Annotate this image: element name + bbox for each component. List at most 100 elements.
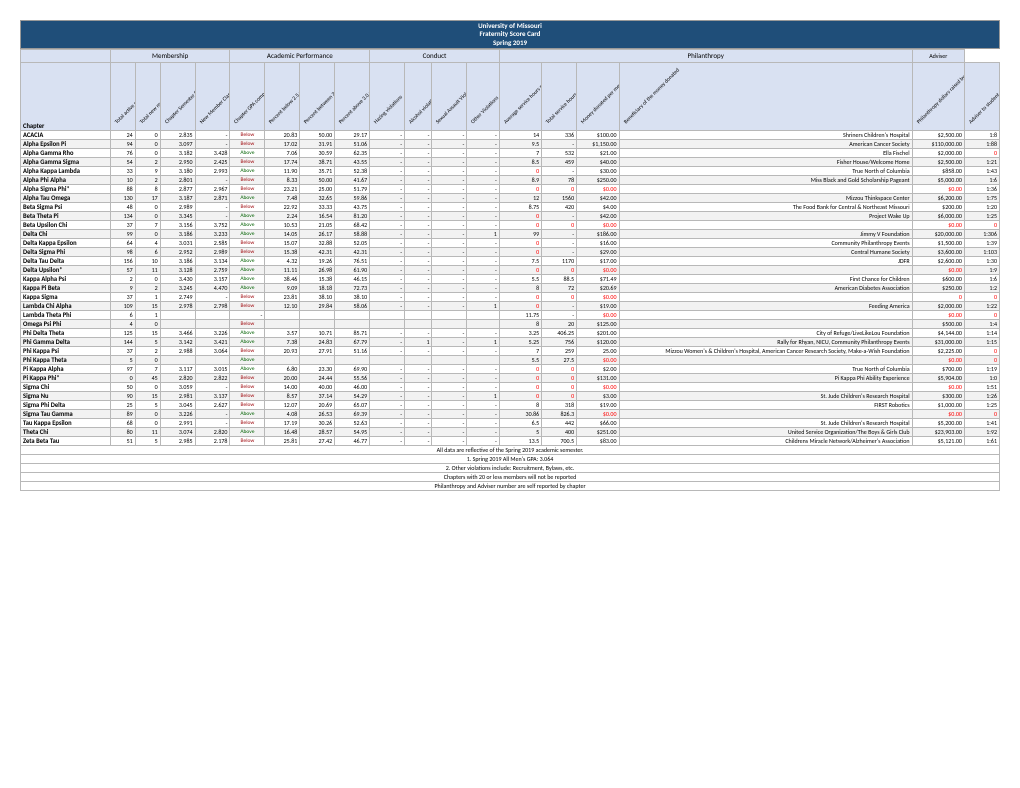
chapter-name: Pi Kappa Alpha [21, 365, 111, 374]
cell: 3.015 [195, 365, 230, 374]
cell [335, 356, 370, 365]
cell: 2.178 [195, 437, 230, 446]
cell: 3.25 [499, 329, 541, 338]
cell: - [195, 212, 230, 221]
cell: 826.3 [542, 410, 577, 419]
cell: 30.26 [300, 419, 335, 428]
cell: 20.69 [300, 401, 335, 410]
cell: 9.09 [265, 284, 300, 293]
cell: 14 [499, 131, 541, 140]
cell: 0 [499, 383, 541, 392]
cell: 23.30 [300, 365, 335, 374]
cell: $201.00 [577, 329, 619, 338]
cell: Above [230, 230, 265, 239]
cell: 2.24 [265, 212, 300, 221]
chapter-name: Sigma Phi Delta [21, 401, 111, 410]
cell [195, 356, 230, 365]
cell: 10 [135, 257, 160, 266]
cell: - [467, 248, 499, 257]
cell: - [370, 293, 405, 302]
cell: 6.5 [499, 419, 541, 428]
cell: 3.137 [195, 392, 230, 401]
cell: $2,000.00 [912, 302, 964, 311]
cell: Below [230, 437, 265, 446]
cell: 24.83 [300, 338, 335, 347]
cell: - [467, 266, 499, 275]
cell: 25.00 [300, 185, 335, 194]
cell: $251.00 [577, 428, 619, 437]
cell: 15 [135, 329, 160, 338]
cell: 52.63 [335, 419, 370, 428]
cell: 50.00 [300, 131, 335, 140]
cell: Above [230, 221, 265, 230]
table-row: Kappa Alpha Psi203.4303.157Above38.4615.… [21, 275, 1000, 284]
cell: - [432, 203, 467, 212]
cell: - [405, 401, 432, 410]
cell: Mizzou Women's & Children's Hospital, Am… [619, 347, 912, 356]
title-block: University of Missouri Fraternity Score … [20, 20, 1000, 49]
cell: - [467, 194, 499, 203]
cell: 1560 [542, 194, 577, 203]
cell: 40.00 [300, 383, 335, 392]
cell: - [370, 338, 405, 347]
cell: Below [230, 419, 265, 428]
cell: Below [230, 374, 265, 383]
cell: - [405, 230, 432, 239]
cell: $83.00 [577, 437, 619, 446]
cell: 8.5 [499, 158, 541, 167]
cell: 5.5 [499, 356, 541, 365]
cell: 2.820 [195, 428, 230, 437]
cell: - [432, 239, 467, 248]
chapter-name: ACACIA [21, 131, 111, 140]
cell: - [195, 140, 230, 149]
cell: 55.56 [335, 374, 370, 383]
cell: - [432, 221, 467, 230]
cell: - [467, 428, 499, 437]
table-row: Alpha Kappa Lambda3393.1802.993Above11.9… [21, 167, 1000, 176]
cell: - [405, 185, 432, 194]
cell: 1:92 [964, 428, 999, 437]
cell: 7 [499, 347, 541, 356]
cell: 1:14 [964, 329, 999, 338]
cell: 51.16 [335, 347, 370, 356]
cell: - [370, 266, 405, 275]
cell: 1:41 [964, 419, 999, 428]
cell: 58.06 [335, 302, 370, 311]
cell: 8.75 [499, 203, 541, 212]
cell: Below [230, 320, 265, 329]
cell: 17.74 [265, 158, 300, 167]
cell: $30.00 [577, 167, 619, 176]
cell: - [432, 338, 467, 347]
cell: 0 [499, 302, 541, 311]
cell: - [467, 167, 499, 176]
cell [335, 311, 370, 320]
cell: 13.5 [499, 437, 541, 446]
cell: Below [230, 392, 265, 401]
cell: 38.10 [335, 293, 370, 302]
cell: 51 [110, 437, 135, 446]
cell: 35.71 [300, 167, 335, 176]
cell: 2.950 [160, 158, 195, 167]
cell: 130 [110, 194, 135, 203]
cell: 3.128 [160, 266, 195, 275]
cell: 0 [964, 311, 999, 320]
cell [619, 410, 912, 419]
cell: 42.31 [300, 248, 335, 257]
cell: $31,000.00 [912, 338, 964, 347]
cell: City of Refuge/LiveLikeLou Foundation [619, 329, 912, 338]
cell: 38.10 [300, 293, 335, 302]
note-row: 1. Spring 2019 All Men's GPA: 3.064 [21, 455, 1000, 464]
cell: $110,000.00 [912, 140, 964, 149]
cell: 336 [542, 131, 577, 140]
table-row: Alpha Epsilon Pi9403.097-Below17.0231.91… [21, 140, 1000, 149]
cell: - [467, 212, 499, 221]
cell: 3.57 [265, 329, 300, 338]
cell: 3.421 [195, 338, 230, 347]
cell: St. Jude Children's Research Hospital [619, 419, 912, 428]
cell: $0.00 [577, 356, 619, 365]
cell: 8.33 [265, 176, 300, 185]
cell: 0 [542, 392, 577, 401]
cell: Above [230, 428, 265, 437]
cell: 85.71 [335, 329, 370, 338]
cell: $250.00 [912, 284, 964, 293]
